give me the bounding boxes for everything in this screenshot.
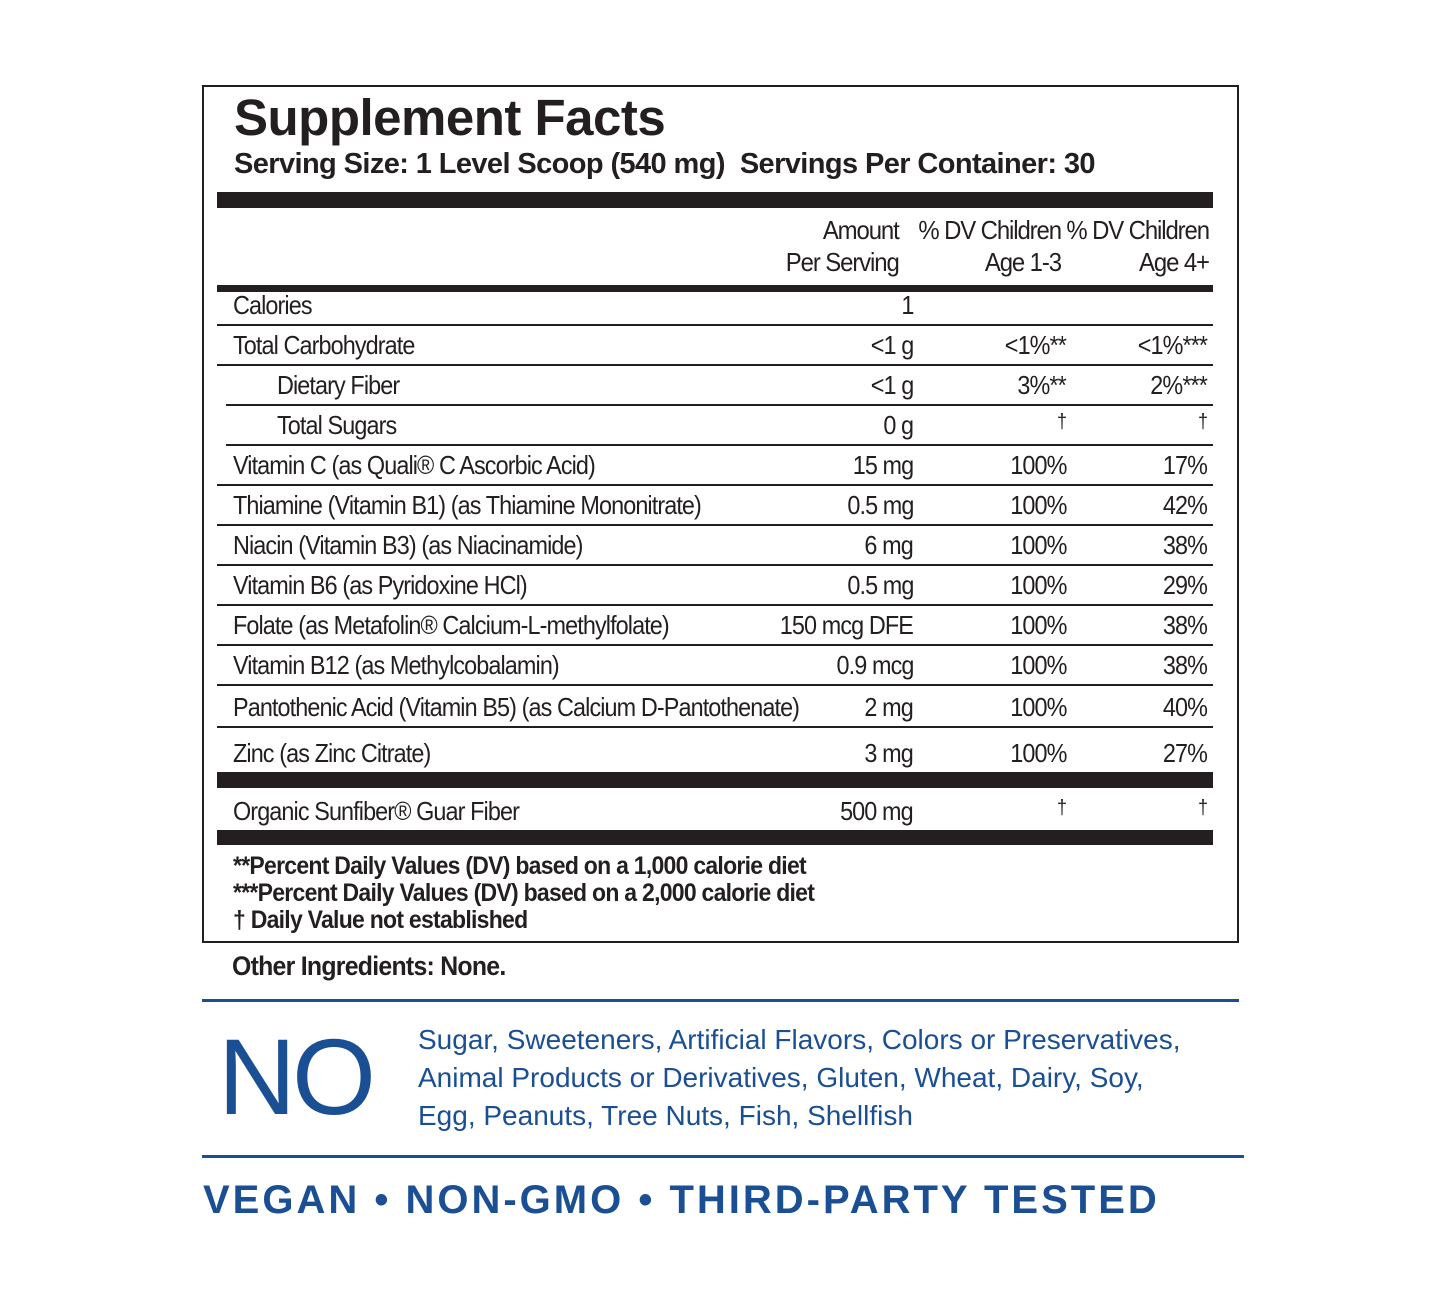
table-row: Vitamin B12 (as Methylcobalamin) 0.9 mcg 1… xyxy=(217,646,1213,686)
nutrient-name: Dietary Fiber xyxy=(277,370,400,400)
header-divider xyxy=(217,285,1213,292)
free-from-label: NO xyxy=(218,1016,376,1137)
blue-divider xyxy=(202,1155,1244,1158)
panel-title: Supplement Facts xyxy=(234,89,666,146)
footnote-1000-calorie: **Percent Daily Values (DV) based on a 1… xyxy=(233,852,807,880)
nutrient-name: Total Carbohydrate xyxy=(233,330,415,360)
nutrient-name: Niacin (Vitamin B3) (as Niacinamide) xyxy=(233,530,583,560)
nutrient-name: Folate (as Metafolin® Calcium-L-methylfo… xyxy=(233,610,670,640)
free-from-line-2: Animal Products or Derivatives, Gluten, … xyxy=(418,1062,1144,1093)
header-amount: Amount Per Serving xyxy=(786,214,900,278)
nutrient-amount: 2 mg xyxy=(864,692,914,722)
dv-age-4: † xyxy=(1197,797,1208,819)
dv-age-4: <1%*** xyxy=(1137,330,1208,360)
supplement-facts-panel xyxy=(202,85,1239,943)
nutrient-name: Vitamin C (as Quali® C Ascorbic Acid) xyxy=(233,450,596,480)
dv-age-1-3: 100% xyxy=(1009,490,1067,520)
nutrient-amount: <1 g xyxy=(870,370,914,400)
dv-age-1-3: <1%** xyxy=(1004,330,1067,360)
nutrient-amount: 0 g xyxy=(883,410,914,440)
other-ingredients: Other Ingredients: None. xyxy=(232,951,506,981)
nutrient-amount: 0.5 mg xyxy=(846,570,914,600)
nutrient-amount: 15 mg xyxy=(852,450,913,480)
nutrient-name: Vitamin B6 (as Pyridoxine HCl) xyxy=(233,570,528,600)
dv-age-1-3: 100% xyxy=(1009,610,1067,640)
dv-age-1-3: 100% xyxy=(1009,738,1067,768)
footnote-2000-calorie: ***Percent Daily Values (DV) based on a … xyxy=(233,879,815,907)
table-row: Calories 1 xyxy=(217,290,1213,326)
dv-age-4: 38% xyxy=(1162,530,1208,560)
thick-divider xyxy=(217,772,1213,788)
free-from-line-3: Egg, Peanuts, Tree Nuts, Fish, Shellfish xyxy=(418,1100,913,1131)
dv-age-4: † xyxy=(1197,411,1208,433)
nutrient-amount: 3 mg xyxy=(864,738,914,768)
dv-age-1-3: 100% xyxy=(1009,530,1067,560)
serving-info: Serving Size: 1 Level Scoop (540 mg) Ser… xyxy=(234,148,1096,180)
table-row: Vitamin B6 (as Pyridoxine HCl) 0.5 mg 100%… xyxy=(217,566,1213,606)
table-row: Vitamin C (as Quali® C Ascorbic Acid) 15 … xyxy=(217,446,1213,486)
dv-age-1-3: † xyxy=(1056,411,1067,433)
header-dv13-line1: % DV Children xyxy=(918,215,1062,245)
nutrient-amount: 6 mg xyxy=(864,530,914,560)
header-dv-age-1-3: % DV Children Age 1-3 xyxy=(918,214,1062,278)
thick-divider xyxy=(217,830,1213,845)
dv-age-1-3: 100% xyxy=(1009,692,1067,722)
table-row: Zinc (as Zinc Citrate) 3 mg 100% 27% xyxy=(217,728,1213,772)
nutrient-amount: 500 mg xyxy=(840,796,914,826)
blue-divider xyxy=(202,999,1239,1002)
dv-age-1-3: 100% xyxy=(1009,570,1067,600)
dv-age-4: 2%*** xyxy=(1150,370,1208,400)
nutrient-name: Zinc (as Zinc Citrate) xyxy=(233,738,431,768)
header-dv4-line2: Age 4+ xyxy=(1139,247,1210,277)
dv-age-1-3: 100% xyxy=(1009,650,1067,680)
nutrient-amount: 0.5 mg xyxy=(846,490,914,520)
table-row: Dietary Fiber <1 g 3%** 2%*** xyxy=(226,366,1213,406)
header-dv13-line2: Age 1-3 xyxy=(984,247,1062,277)
nutrient-amount: 150 mcg DFE xyxy=(779,610,914,640)
nutrient-name: Calories xyxy=(233,290,313,320)
table-row: Niacin (Vitamin B3) (as Niacinamide) 6 mg… xyxy=(217,526,1213,566)
tagline: VEGAN • NON-GMO • THIRD-PARTY TESTED xyxy=(203,1178,1160,1222)
nutrient-name: Organic Sunfiber® Guar Fiber xyxy=(233,796,520,826)
nutrient-name: Vitamin B12 (as Methylcobalamin) xyxy=(233,650,560,680)
dv-age-1-3: † xyxy=(1056,797,1067,819)
table-row: Pantothenic Acid (Vitamin B5) (as Calciu… xyxy=(217,686,1213,728)
header-dv4-line1: % DV Children xyxy=(1066,215,1210,245)
table-row: Thiamine (Vitamin B1) (as Thiamine Monon… xyxy=(217,486,1213,526)
dv-age-4: 38% xyxy=(1162,610,1208,640)
header-amount-line2: Per Serving xyxy=(786,247,900,277)
table-row: Folate (as Metafolin® Calcium-L-methylfo… xyxy=(217,606,1213,646)
dv-age-4: 42% xyxy=(1162,490,1208,520)
footnote-dagger: † Daily Value not established xyxy=(233,906,528,934)
table-row: Organic Sunfiber® Guar Fiber 500 mg † † xyxy=(217,788,1213,830)
nutrient-table: Calories 1 Total Carbohydrate <1 g <1%** <1%*… xyxy=(217,290,1213,772)
dv-age-4: 29% xyxy=(1162,570,1208,600)
dv-age-1-3: 3%** xyxy=(1017,370,1067,400)
nutrient-amount: <1 g xyxy=(870,330,914,360)
table-row: Total Carbohydrate <1 g <1%** <1%*** xyxy=(217,326,1213,366)
dv-age-4: 40% xyxy=(1162,692,1208,722)
nutrient-name: Total Sugars xyxy=(277,410,397,440)
thick-divider xyxy=(217,192,1213,208)
dv-age-4: 38% xyxy=(1162,650,1208,680)
nutrient-amount: 0.9 mcg xyxy=(836,650,914,680)
table-row: Total Sugars 0 g † † xyxy=(226,406,1213,446)
header-dv-age-4: % DV Children Age 4+ xyxy=(1066,214,1210,278)
dv-age-1-3: 100% xyxy=(1009,450,1067,480)
other-ingredient-table: Organic Sunfiber® Guar Fiber 500 mg † † xyxy=(217,788,1213,830)
dv-age-4: 17% xyxy=(1162,450,1208,480)
free-from-line-1: Sugar, Sweeteners, Artificial Flavors, C… xyxy=(418,1024,1181,1055)
header-amount-line1: Amount xyxy=(823,215,900,245)
nutrient-name: Pantothenic Acid (Vitamin B5) (as Calciu… xyxy=(233,692,800,722)
nutrient-name: Thiamine (Vitamin B1) (as Thiamine Monon… xyxy=(233,490,702,520)
dv-age-4: 27% xyxy=(1162,738,1208,768)
nutrient-amount: 1 xyxy=(900,290,914,320)
